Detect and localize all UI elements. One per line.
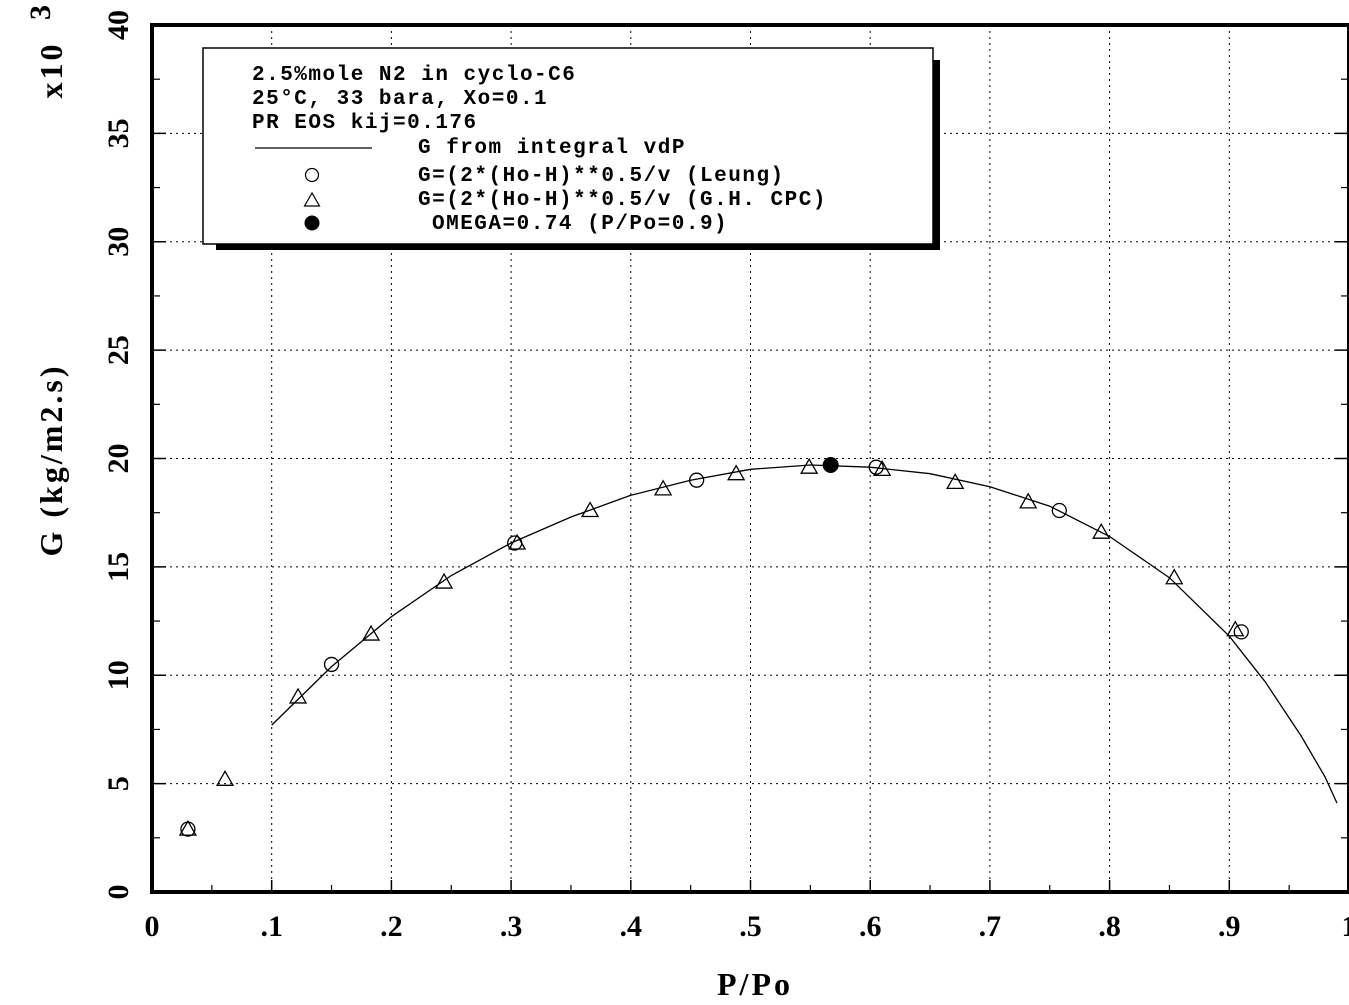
- legend-label-leung: G=(2*(Ho-H)**0.5/v (Leung): [418, 165, 785, 188]
- x-axis-title: P/Po: [717, 966, 793, 1002]
- x-tick-label: 0: [145, 910, 160, 943]
- y-tick-label: 10: [102, 660, 135, 690]
- legend-box: [202, 47, 934, 245]
- cpc-point: [1019, 492, 1038, 509]
- omega-point: [822, 457, 839, 474]
- y-multiplier-base: x10: [33, 42, 69, 99]
- y-multiplier-exponent: 3: [24, 5, 57, 20]
- curve-layer: [271, 464, 1338, 804]
- cpc-point: [288, 687, 308, 704]
- cpc-point: [1226, 620, 1245, 637]
- x-tick-label: .5: [739, 910, 762, 943]
- y-tick-label: 0: [102, 885, 135, 900]
- y-tick-label: 5: [102, 776, 135, 791]
- y-tick-label: 35: [102, 118, 135, 148]
- x-tick-label: .1: [260, 910, 283, 943]
- x-tick-label: .9: [1218, 910, 1241, 943]
- x-tick-label: .3: [500, 910, 523, 943]
- plot-frame: [150, 23, 1349, 894]
- y-tick-label: 20: [102, 444, 135, 474]
- legend-label-omega: OMEGA=0.74 (P/Po=0.9): [432, 213, 728, 236]
- x-tick-label: .2: [380, 910, 403, 943]
- cpc-point: [178, 819, 198, 836]
- cpc-point: [873, 460, 892, 476]
- cpc-point: [507, 533, 527, 550]
- x-tick-label: .4: [620, 910, 643, 943]
- x-tick-labels: 0 .1 .2 .3 .4 .5 .6 .7 .8 .9 1: [145, 910, 1349, 943]
- legend-circle-marker: [304, 167, 320, 183]
- cpc-point: [800, 457, 819, 474]
- cpc-point: [653, 479, 673, 496]
- cpc-point: [946, 473, 965, 489]
- y-tick-label: 25: [102, 335, 135, 365]
- y-axis-title: G (kg/m2.s): [33, 364, 69, 557]
- cpc-point: [580, 501, 600, 518]
- leung-point: [1051, 502, 1067, 519]
- leung-point: [323, 656, 340, 673]
- legend-label-curve: G from integral vdP: [418, 137, 686, 160]
- cpc-point: [215, 769, 235, 786]
- y-tick-label: 30: [102, 227, 135, 257]
- leung-point: [1233, 624, 1249, 640]
- series-curve-integral-vdp: [271, 464, 1338, 804]
- legend-header-line-2: 25°C, 33 bara, Xo=0.1: [252, 88, 548, 111]
- cpc-point: [361, 624, 381, 641]
- legend-header-line-1: 2.5%mole N2 in cyclo-C6: [252, 64, 576, 87]
- cpc-point: [434, 572, 454, 589]
- x-tick-label: 1: [1342, 910, 1349, 943]
- y-tick-label: 40: [102, 10, 135, 40]
- x-tick-label: .6: [859, 910, 882, 943]
- x-tick-label: .7: [979, 910, 1002, 943]
- cpc-point: [1165, 568, 1184, 585]
- legend: 2.5%mole N2 in cyclo-C6 25°C, 33 bara, X…: [202, 47, 940, 250]
- legend-filled-marker: [304, 215, 320, 231]
- y-tick-labels: 0 5 10 15 20 25 30 35 40: [102, 10, 135, 900]
- cpc-point: [727, 464, 746, 481]
- legend-header-line-3: PR EOS kij=0.176: [252, 112, 478, 135]
- leung-point: [868, 459, 884, 475]
- legend-triangle-marker: [303, 191, 321, 207]
- y-multiplier: x10 3: [24, 5, 69, 99]
- x-tick-label: .8: [1098, 910, 1121, 943]
- cpc-point: [1092, 522, 1111, 539]
- legend-label-cpc: G=(2*(Ho-H)**0.5/v (G.H. CPC): [418, 189, 827, 212]
- leung-point: [688, 472, 705, 488]
- y-tick-label: 15: [102, 552, 135, 582]
- marker-layer: [178, 457, 1249, 837]
